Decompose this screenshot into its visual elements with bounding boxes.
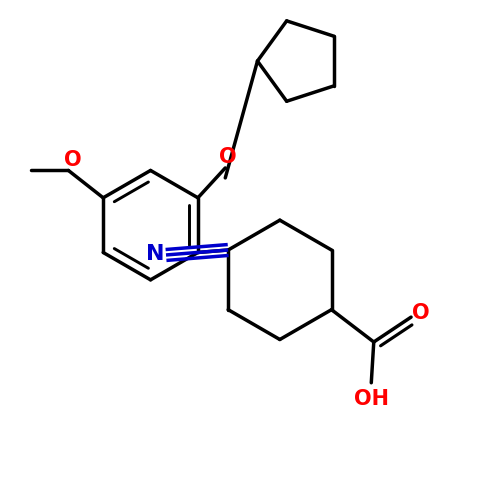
- Text: N: N: [146, 244, 165, 264]
- Text: O: O: [412, 303, 430, 323]
- Text: O: O: [64, 150, 81, 170]
- Text: OH: OH: [354, 388, 389, 408]
- Text: O: O: [219, 147, 236, 167]
